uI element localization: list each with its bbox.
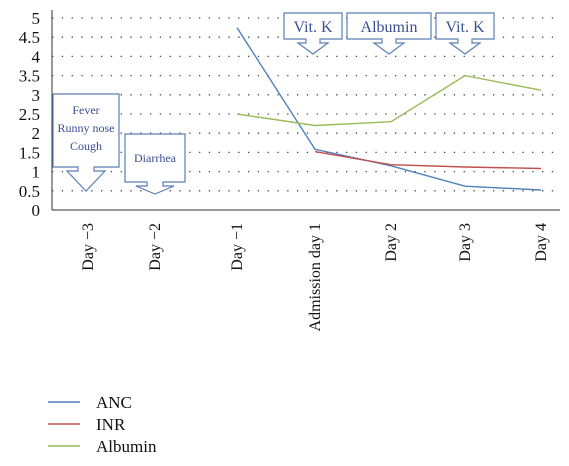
series-line-inr: [314, 150, 542, 170]
legend-label: INR: [96, 415, 126, 434]
y-tick-label: 1: [32, 163, 41, 182]
annotation-callout: Fever Runny nose Cough: [52, 93, 120, 192]
x-tick-label: Day 2: [383, 223, 400, 262]
y-tick-label: 5: [32, 9, 41, 28]
y-tick-label: 1.5: [19, 143, 40, 162]
callout-text: Vit. K: [293, 19, 332, 36]
callout-arrow-box: [346, 12, 432, 55]
callout-text: Vit. K: [445, 19, 484, 36]
callout-text: Runny nose: [58, 121, 115, 135]
x-tick-label: Day −3: [80, 223, 97, 271]
y-tick-label: 2: [32, 124, 41, 143]
x-tick-label: Day 3: [457, 223, 474, 262]
annotation-callout: Vit. K: [435, 12, 495, 55]
annotation-callout: Albumin: [346, 12, 432, 55]
x-tick-label: Day 4: [533, 223, 550, 262]
callout-text: Diarrhea: [134, 151, 177, 165]
annotation-callout: Diarrhea: [124, 133, 186, 195]
annotations: Fever Runny nose Cough Diarrhea Vit. K Albumi…: [52, 12, 495, 195]
axes: [51, 10, 560, 211]
y-axis-ticks: 00.511.522.533.544.55: [19, 9, 41, 220]
x-tick-label: Day −2: [147, 223, 164, 271]
y-tick-label: 0: [32, 201, 41, 220]
callout-text: Albumin: [361, 19, 418, 36]
y-tick-label: 0.5: [19, 182, 40, 201]
legend-label: Albumin: [96, 437, 157, 456]
series-line-anc: [236, 27, 542, 191]
legend-label: ANC: [96, 393, 132, 412]
annotation-callout: Vit. K: [283, 12, 343, 55]
callout-arrow-box: [283, 12, 343, 55]
callout-text: Fever: [72, 103, 99, 117]
series-lines: [236, 27, 542, 191]
callout-arrow-box: [124, 133, 186, 195]
series-line-albumin: [236, 74, 542, 127]
y-tick-label: 4.5: [19, 28, 40, 47]
y-tick-label: 2.5: [19, 105, 40, 124]
y-tick-label: 3: [32, 86, 41, 105]
callout-arrow-box: [435, 12, 495, 55]
x-axis-ticks: Day −3 Day −2 Day −1 Admission day 1 Day 2 Da…: [80, 223, 550, 331]
y-tick-label: 4: [32, 47, 41, 66]
legend: ANC INR Albumin: [48, 393, 157, 456]
x-tick-label: Day −1: [229, 223, 246, 271]
y-tick-label: 3.5: [19, 67, 40, 86]
x-tick-label: Admission day 1: [307, 223, 324, 331]
callout-arrow-box: [52, 93, 120, 192]
callout-text: Cough: [70, 139, 102, 153]
